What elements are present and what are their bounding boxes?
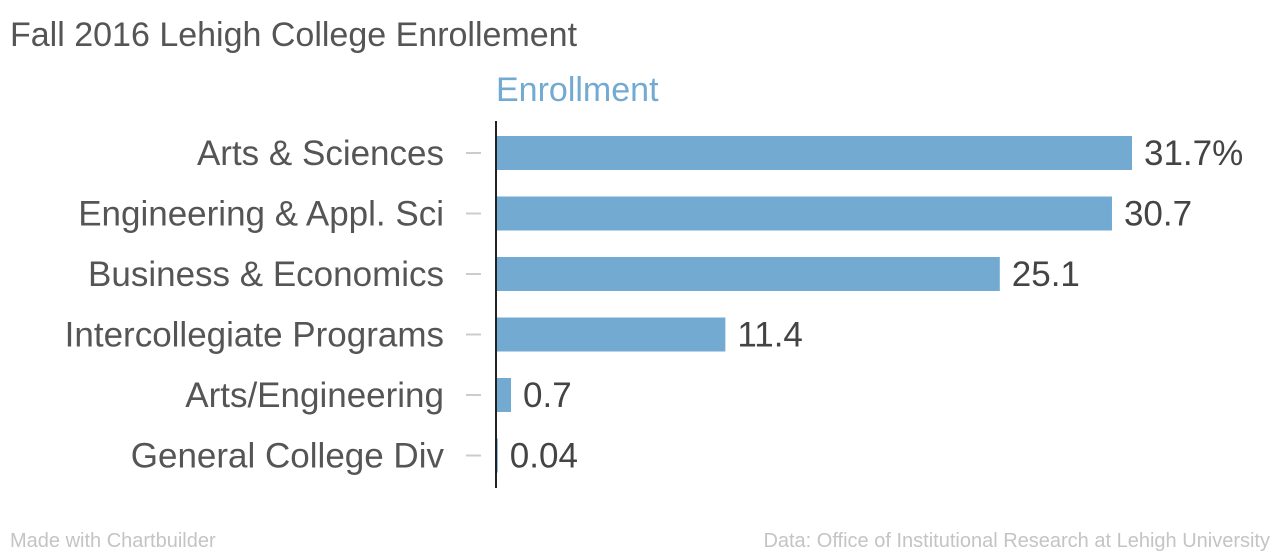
bar-intercollegiate-programs — [497, 317, 726, 352]
value-label-intercollegiate-programs: 11.4 — [737, 316, 803, 355]
category-label-business-economics: Business & Economics — [88, 255, 444, 294]
category-label-arts-sciences: Arts & Sciences — [197, 134, 444, 173]
bar-business-economics — [497, 257, 1000, 291]
category-labels: Arts & Sciences Engineering & Appl. Sci Bu… — [65, 134, 445, 476]
category-label-engineering-appl-sci: Engineering & Appl. Sci — [78, 195, 444, 234]
category-label-general-college-div: General College Div — [131, 437, 445, 476]
value-label-arts-sciences: 31.7% — [1144, 134, 1243, 173]
value-label-business-economics: 25.1 — [1012, 255, 1080, 294]
y-axis-ticks — [466, 152, 481, 457]
category-label-arts-engineering: Arts/Engineering — [185, 376, 444, 415]
bar-arts-engineering — [497, 378, 512, 412]
bar-arts-sciences — [497, 136, 1132, 170]
value-label-engineering-appl-sci: 30.7 — [1124, 195, 1192, 234]
value-label-arts-engineering: 0.7 — [523, 376, 572, 415]
bar-general-college-div — [497, 438, 498, 473]
bars — [497, 136, 1132, 473]
source-text: Data: Office of Institutional Research a… — [763, 530, 1270, 552]
value-labels: 31.7% 30.7 25.1 11.4 0.7 0.04 — [510, 134, 1243, 476]
series-legend-label: Enrollment — [496, 71, 659, 109]
category-label-intercollegiate-programs: Intercollegiate Programs — [65, 316, 444, 355]
bar-engineering-appl-sci — [497, 196, 1112, 231]
credit-text: Made with Chartbuilder — [10, 530, 216, 552]
chart-title: Fall 2016 Lehigh College Enrollement — [10, 16, 578, 54]
value-label-general-college-div: 0.04 — [510, 437, 578, 476]
